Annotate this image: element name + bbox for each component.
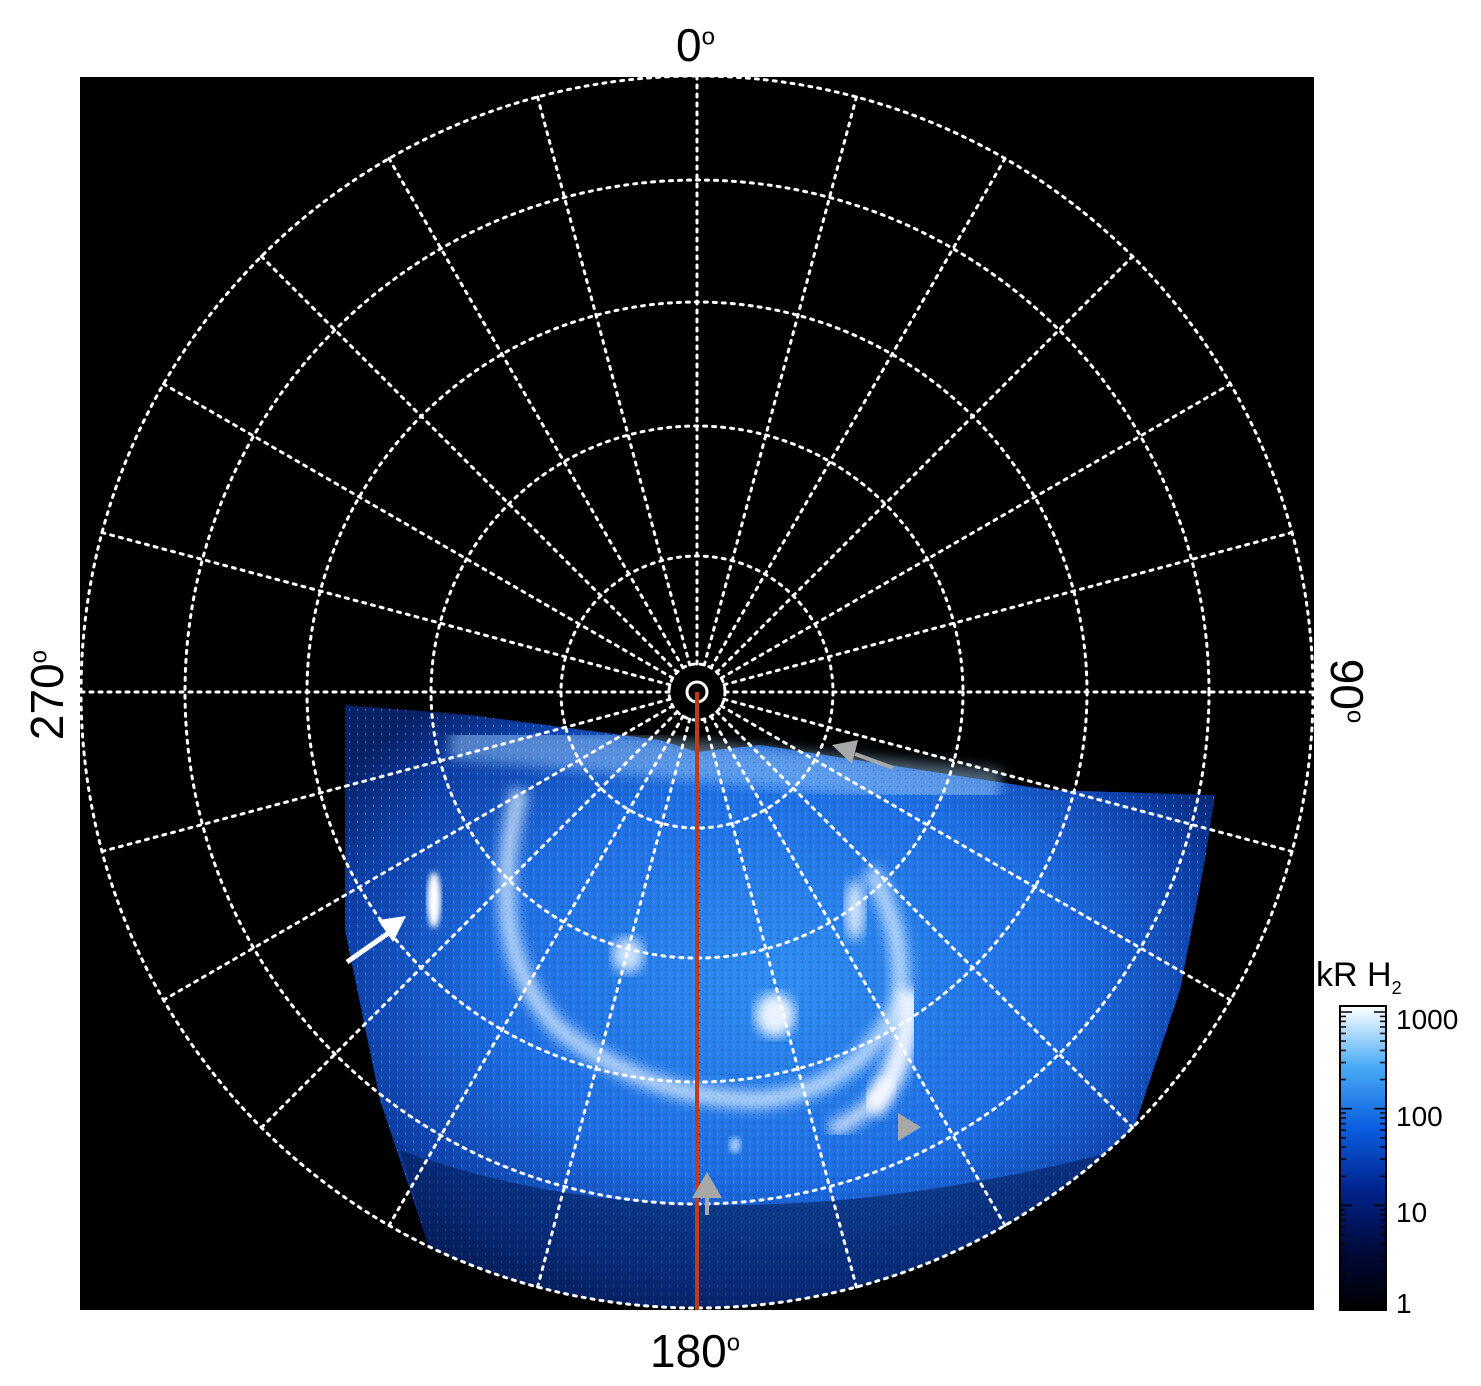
grid-meridian (387, 714, 685, 1227)
grid-meridian (722, 531, 1294, 687)
label-180-deg: 180o (650, 1325, 741, 1377)
grid-meridian (387, 157, 685, 670)
bright-spot (755, 993, 795, 1037)
grid-meridian (536, 717, 692, 1289)
grid-meridian (536, 95, 692, 667)
grid-meridian (722, 697, 1294, 853)
white-arrow-icon (345, 916, 406, 965)
label-0-deg: 0o (676, 19, 715, 71)
bright-spot (845, 880, 865, 940)
gray-arrow-icon (832, 740, 894, 770)
grid-meridian (709, 157, 1007, 670)
colorbar-title: kR H2 (1316, 956, 1402, 998)
gray-triangle-icon (898, 1113, 921, 1141)
grid-meridian (259, 710, 679, 1130)
colorbar-gradient (1339, 1005, 1387, 1311)
main-auroral-oval (497, 787, 910, 1110)
grid-meridian (162, 382, 675, 680)
grid-meridian (162, 704, 675, 1002)
gray-upward-arrow-icon (692, 1172, 722, 1215)
grid-meridian (702, 717, 858, 1289)
grid-meridian (715, 254, 1135, 674)
colorbar-tick-label: 1 (1396, 1288, 1412, 1319)
grid-meridian (702, 95, 858, 667)
label-270-deg: 270o (21, 649, 73, 741)
grid-meridian (719, 382, 1232, 680)
colorbar (1339, 1005, 1387, 1311)
grid-meridian (715, 710, 1135, 1130)
grid-meridian (259, 254, 679, 674)
colorbar-tick-label: 100 (1396, 1101, 1443, 1132)
bright-spot (427, 872, 441, 928)
grid-meridian (719, 704, 1232, 1002)
colorbar-tick-label: 10 (1396, 1197, 1428, 1228)
grid-meridian (709, 714, 1007, 1227)
auroral-emission-region (345, 705, 1215, 1308)
grid-meridian (100, 697, 672, 853)
grid-meridian (100, 531, 672, 687)
bright-spot (729, 1137, 741, 1153)
colorbar-tick-label: 1000 (1396, 1004, 1459, 1035)
label-90-deg: 90o (1321, 658, 1373, 724)
